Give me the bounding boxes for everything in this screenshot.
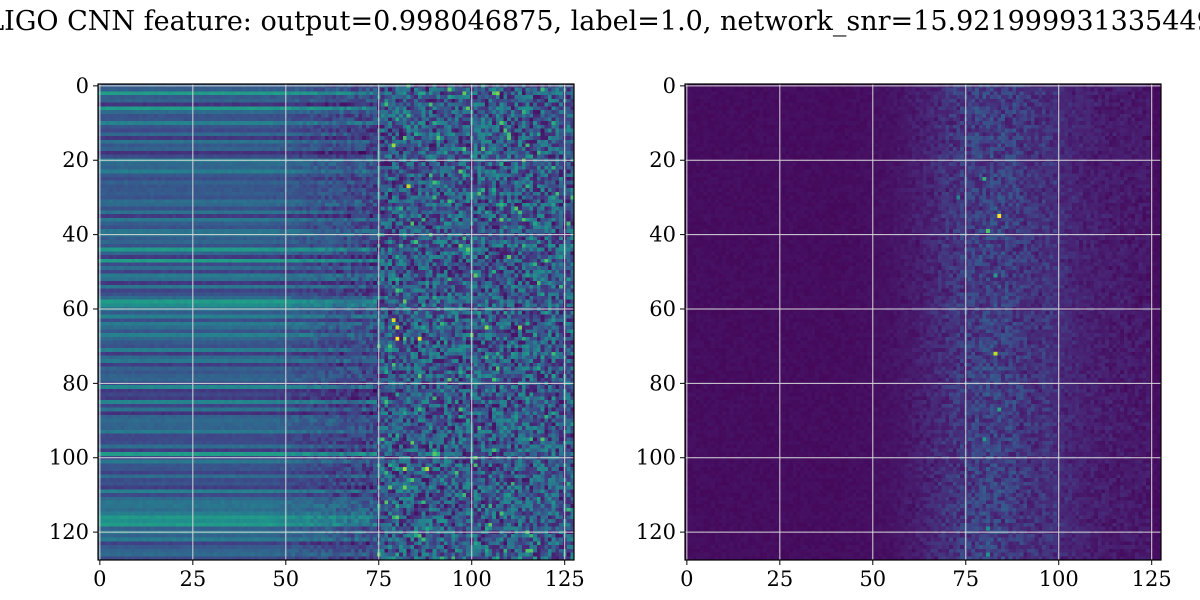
feature-point — [406, 184, 411, 189]
x-tick-label: 100 — [452, 567, 492, 591]
feature-point — [993, 273, 998, 278]
feature-point — [986, 526, 990, 531]
feature-point — [986, 552, 990, 557]
y-tick-label: 20 — [62, 148, 89, 172]
feature-point — [982, 176, 987, 181]
x-tick-label: 75 — [365, 567, 392, 591]
y-tick-label: 100 — [49, 446, 89, 470]
feature-point — [425, 467, 429, 471]
axes-frame — [684, 83, 1162, 561]
feature-point — [982, 437, 987, 441]
y-tick-label: 80 — [62, 371, 89, 395]
x-tick-label: 25 — [179, 567, 206, 591]
x-tick-label: 100 — [1039, 567, 1079, 591]
x-tick-label: 0 — [93, 567, 106, 591]
x-tick-label: 50 — [272, 567, 299, 591]
feature-point — [986, 229, 990, 233]
heatmap-raster — [98, 84, 574, 560]
feature-point — [395, 325, 400, 330]
axes-frame — [97, 83, 575, 561]
y-tick-label: 100 — [636, 446, 676, 470]
x-tick-label: 125 — [1132, 567, 1172, 591]
feature-point — [484, 325, 489, 330]
y-tick-label: 40 — [649, 223, 676, 247]
y-tick-label: 80 — [649, 371, 676, 395]
y-tick-label: 60 — [649, 297, 676, 321]
heatmap-panel-right: 0 25 50 75 100 125 0 20 40 60 80 100 120 — [636, 74, 1172, 591]
feature-point — [417, 336, 422, 341]
x-tick-label: 0 — [680, 567, 693, 591]
y-tick-label: 40 — [62, 223, 89, 247]
feature-point — [518, 325, 522, 330]
y-tick-label: 20 — [649, 148, 676, 172]
feature-point — [993, 351, 998, 356]
y-tick-label: 120 — [49, 520, 89, 544]
feature-point — [495, 91, 500, 96]
heatmap-panel-left: 0 25 50 75 100 125 0 20 40 60 80 100 120 — [49, 74, 585, 591]
feature-point — [956, 195, 961, 200]
x-tick-label: 75 — [952, 567, 979, 591]
feature-point — [402, 467, 407, 471]
figure-title: LIGO CNN feature: output=0.998046875, la… — [0, 6, 1200, 37]
y-tick-label: 60 — [62, 297, 89, 321]
feature-point — [402, 485, 407, 490]
y-tick-label: 120 — [636, 520, 676, 544]
x-tick-label: 25 — [766, 567, 793, 591]
x-tick-label: 125 — [545, 567, 585, 591]
feature-point — [997, 214, 1002, 218]
heatmap-raster — [685, 84, 1161, 560]
feature-point — [391, 143, 396, 148]
feature-point — [395, 336, 400, 341]
y-tick-label: 0 — [76, 74, 89, 98]
feature-point — [997, 407, 1002, 412]
feature-point — [391, 318, 396, 322]
x-tick-label: 50 — [859, 567, 886, 591]
feature-point — [462, 91, 467, 96]
y-tick-label: 0 — [663, 74, 676, 98]
